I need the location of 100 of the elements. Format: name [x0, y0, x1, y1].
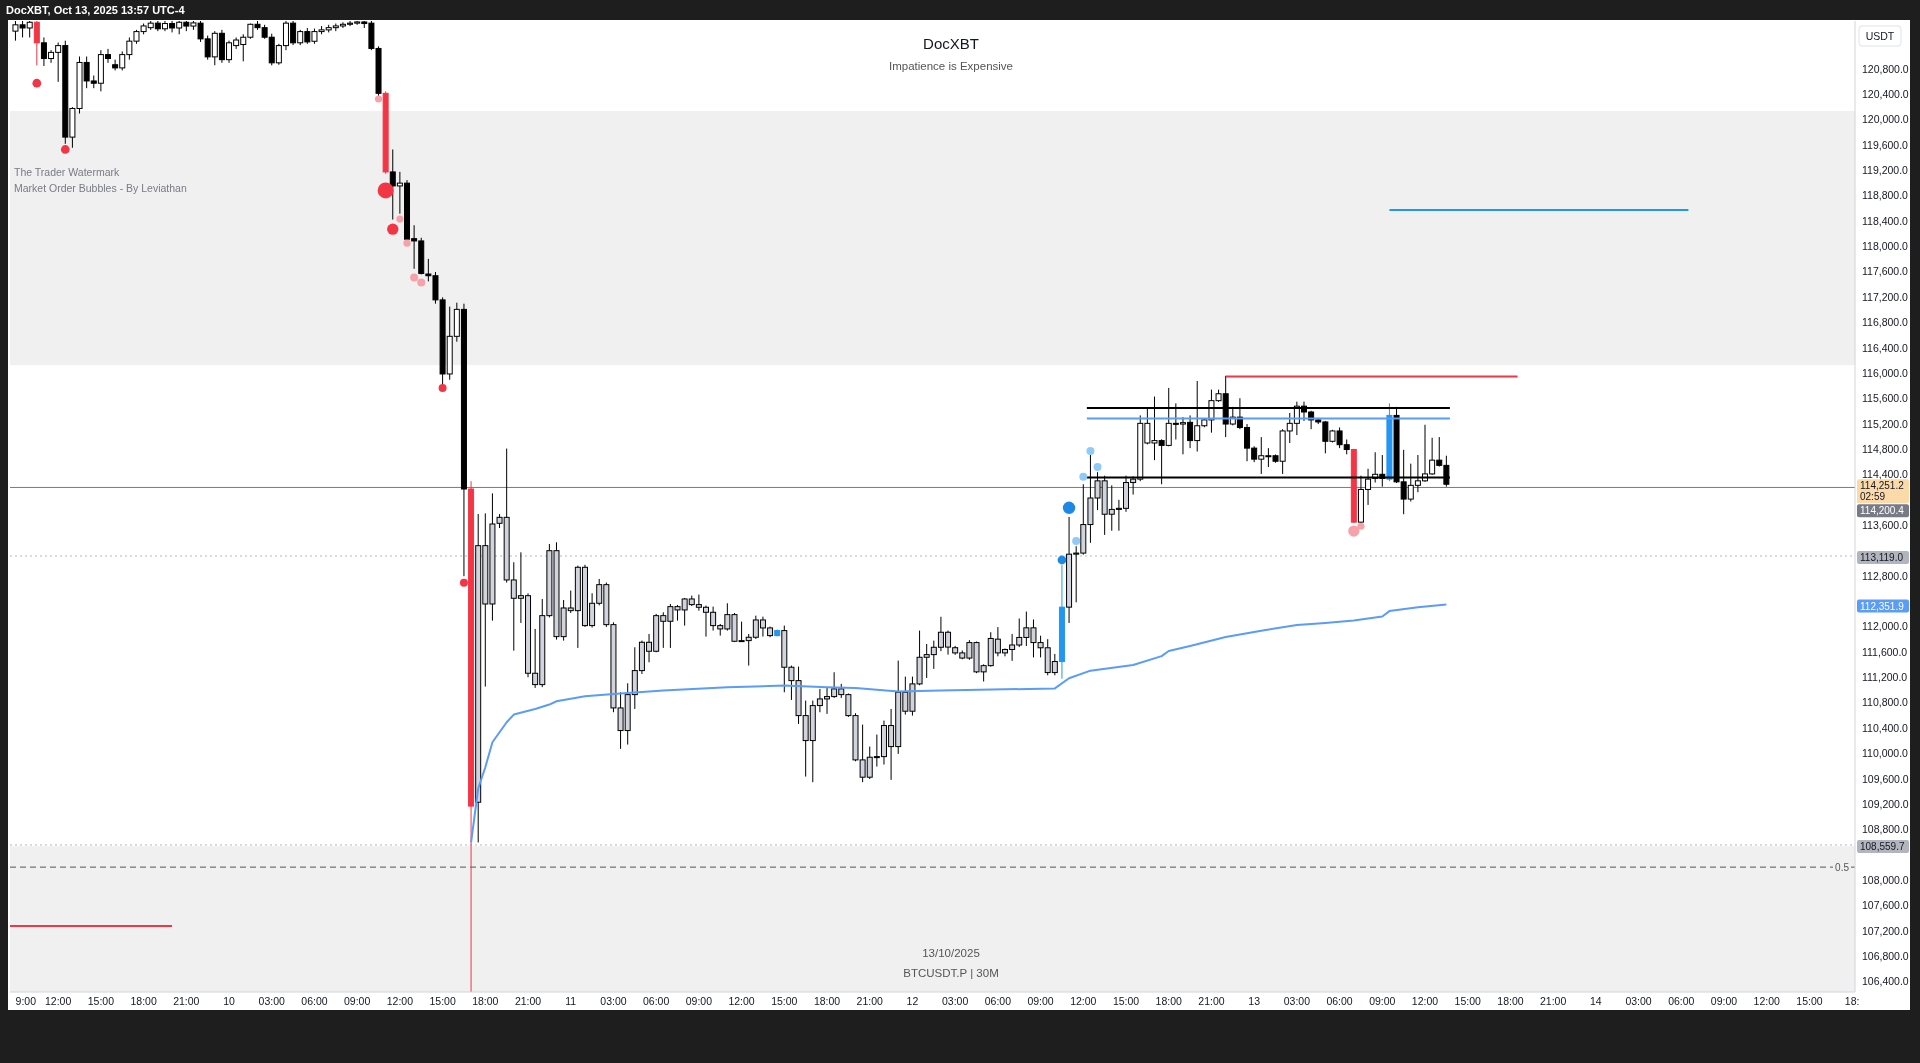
x-tick-label: 14 [1590, 995, 1602, 1007]
annotation: The Trader Watermark [14, 166, 120, 178]
ref-line-label: 114,200.4 [1860, 505, 1905, 517]
x-tick-label: 18:00 [1155, 995, 1183, 1007]
y-tick-label: 111,200.0 [1862, 671, 1908, 684]
point [417, 278, 426, 287]
x-tick-label: 09:00 [685, 995, 713, 1007]
y-tick-label: 115,600.0 [1862, 392, 1909, 405]
point [410, 273, 419, 282]
point [374, 95, 383, 103]
text: 112,351.9 [1860, 600, 1905, 612]
point [1357, 522, 1365, 530]
line-series [470, 603, 1448, 844]
x-tick-label: 15:00 [771, 995, 798, 1007]
y-tick-label: 109,200.0 [1862, 797, 1909, 810]
annotation: 13/10/2025 [922, 947, 980, 959]
x-tick-label: 03:00 [600, 995, 627, 1007]
x-tick-label: 03:00 [942, 995, 969, 1007]
x-tick-label: 18:00 [130, 995, 157, 1007]
y-tick-label: 118,400.0 [1862, 214, 1909, 227]
x-tick-label: 06:00 [643, 995, 670, 1007]
y-tick-label: 119,200.0 [1862, 164, 1909, 177]
y-tick-label: 108,000.0 [1862, 873, 1909, 886]
y-tick-label: 118,000.0 [1862, 240, 1909, 253]
x-tick-label: 03:00 [1625, 995, 1652, 1007]
x-tick-label: 12:00 [1411, 995, 1439, 1007]
x-tick-label: 12:00 [728, 995, 755, 1007]
x-tick-label: 15:00 [429, 995, 456, 1007]
y-tick-label: 111,600.0 [1862, 645, 1908, 658]
x-tick-label: 13 [1248, 995, 1261, 1007]
y-tick-label: 106,400.0 [1862, 975, 1909, 988]
x-tick-label: 15:00 [1796, 995, 1823, 1007]
x-tick-label: 09:00 [1027, 995, 1054, 1007]
y-tick-label: 112,800.0 [1862, 569, 1909, 582]
x-tick-label: 06:00 [301, 995, 328, 1007]
y-tick-label: 110,800.0 [1862, 696, 1909, 709]
x-tick-label: 11 [565, 995, 577, 1007]
y-tick-label: 116,400.0 [1862, 341, 1909, 354]
y-tick-label: 118,800.0 [1862, 189, 1909, 202]
y-tick-label: 117,600.0 [1862, 265, 1909, 278]
point [1079, 472, 1088, 481]
x-tick-label: 15:00 [87, 995, 115, 1007]
x-tick-label: 21:00 [856, 995, 884, 1007]
text: DocXBT, Oct 13, 2025 13:57 UTC-4 [6, 4, 186, 16]
x-tick-label: 18:00 [1497, 995, 1524, 1007]
point [438, 383, 447, 392]
y-tick-label: 114,800.0 [1862, 442, 1909, 455]
x-tick-label: 06:00 [1668, 995, 1695, 1007]
y-tick-label: 120,400.0 [1862, 88, 1909, 101]
point [387, 223, 399, 235]
x-tick-label: 21:00 [514, 995, 542, 1007]
y-tick-label: 117,200.0 [1862, 290, 1909, 303]
x-tick-label: 06:00 [984, 995, 1012, 1007]
ref-line-label: 113,119.0 [1860, 552, 1904, 563]
ref-line-label: 108,559.7 [1860, 840, 1905, 852]
y-tick-label: 113,600.0 [1862, 519, 1909, 532]
annotation: 0.5 [1835, 862, 1850, 874]
y-tick-label: 119,600.0 [1862, 138, 1909, 151]
x-tick-label: 9:00 [15, 995, 37, 1007]
y-tick-label: 115,200.0 [1862, 417, 1909, 430]
y-tick-label: 116,800.0 [1862, 316, 1909, 329]
y-tick-label: 120,800.0 [1862, 62, 1909, 75]
x-tick-label: 12:00 [1753, 995, 1781, 1007]
y-tick-label: 107,200.0 [1862, 924, 1909, 937]
x-tick-label: 18: [1844, 995, 1860, 1007]
text: Impatience is Expensive [888, 60, 1014, 72]
y-tick-label: 106,800.0 [1862, 950, 1909, 963]
x-tick-label: 10 [223, 995, 236, 1007]
point [396, 215, 404, 223]
point [32, 78, 42, 88]
candlestick [33, 21, 40, 66]
x-tick-label: 21:00 [1198, 995, 1225, 1007]
x-tick-label: 03:00 [1283, 995, 1311, 1007]
point [60, 145, 70, 154]
x-tick-label: 06:00 [1326, 995, 1353, 1007]
x-tick-label: 12:00 [386, 995, 414, 1007]
point [1062, 501, 1076, 514]
x-tick-label: 12:00 [1070, 995, 1097, 1007]
y-tick-label: 112,000.0 [1862, 620, 1909, 633]
x-tick-label: 12 [906, 995, 919, 1007]
text: DocXBT [923, 35, 979, 52]
x-tick-label: 15:00 [1454, 995, 1482, 1007]
y-tick-label: 114,400.0 [1862, 468, 1909, 481]
y-tick-label: 116,000.0 [1862, 366, 1909, 379]
y-tick-label: 109,600.0 [1862, 772, 1909, 785]
y-tick-label: 107,600.0 [1862, 899, 1909, 912]
x-tick-label: 12:00 [45, 995, 72, 1007]
y-tick-label: 120,000.0 [1862, 113, 1909, 126]
x-tick-label: 18:00 [813, 995, 841, 1007]
point [1072, 537, 1081, 546]
point [1057, 555, 1067, 565]
x-tick-label: 09:00 [1710, 995, 1738, 1007]
point [459, 578, 468, 587]
point [1086, 446, 1095, 455]
point [1093, 463, 1102, 472]
point [403, 239, 411, 247]
x-tick-label: 03:00 [258, 995, 286, 1007]
x-tick-label: 15:00 [1112, 995, 1140, 1007]
x-tick-label: 09:00 [1369, 995, 1396, 1007]
y-axis-title: USDT [1865, 30, 1895, 42]
